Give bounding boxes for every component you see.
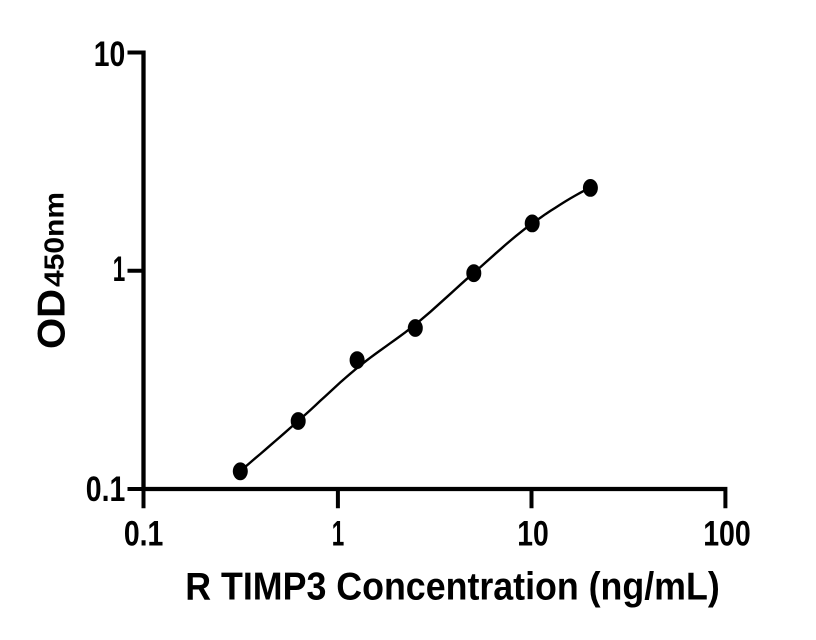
svg-text:OD: OD [31,289,74,349]
svg-text:100: 100 [703,514,751,554]
svg-text:10: 10 [517,514,549,554]
svg-text:1: 1 [113,249,126,289]
svg-text:0.1: 0.1 [86,469,126,509]
svg-text:R TIMP3 Concentration (ng/mL): R TIMP3 Concentration (ng/mL) [185,566,720,609]
svg-text:0.1: 0.1 [124,514,164,554]
svg-text:450nm: 450nm [39,192,70,287]
svg-text:10: 10 [94,34,126,74]
svg-text:1: 1 [332,514,345,554]
